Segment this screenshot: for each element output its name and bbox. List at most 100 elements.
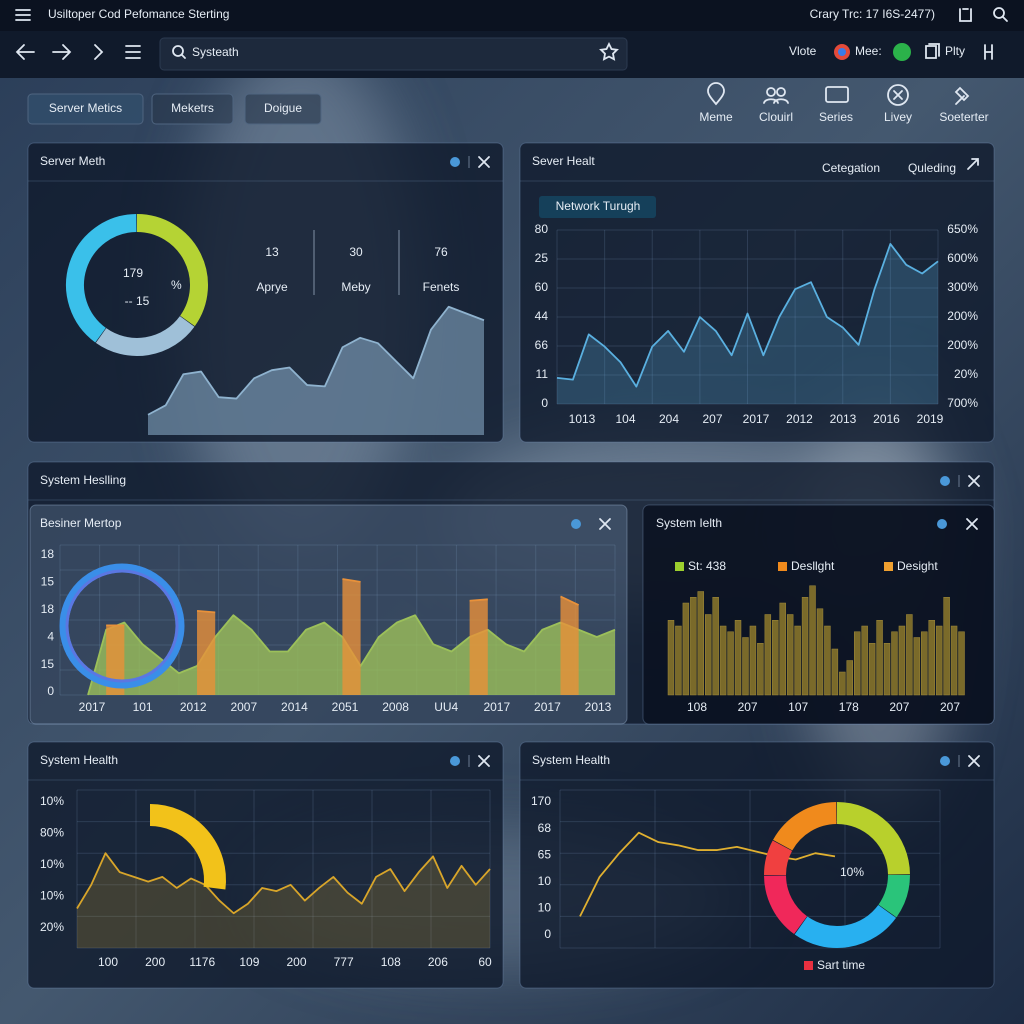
- ring: [59, 563, 185, 689]
- y-label: 68: [538, 821, 552, 835]
- toolbar-icons: [707, 82, 970, 106]
- list-button[interactable]: [125, 45, 141, 59]
- x-label: 2007: [230, 700, 257, 714]
- page-icon[interactable]: [925, 43, 940, 59]
- panel-title: Besiner Mertop: [40, 516, 122, 530]
- x-label: 2017: [79, 700, 106, 714]
- close-button[interactable]: [968, 475, 980, 487]
- expand-icon[interactable]: [967, 158, 979, 170]
- x-label: 104: [615, 412, 635, 426]
- forward-button[interactable]: [52, 44, 72, 60]
- x-label: 2012: [180, 700, 207, 714]
- donut-value: 10%: [840, 865, 864, 879]
- bar: [697, 591, 704, 696]
- donut-segment: [95, 315, 195, 356]
- close-button[interactable]: [968, 755, 980, 767]
- stat-value: 76: [434, 245, 448, 259]
- star-icon[interactable]: [599, 41, 619, 61]
- bar: [727, 631, 734, 696]
- content: Usiltoper Cod Pefomance Sterting Crary Tr…: [27, 7, 995, 989]
- x-label: 2008: [382, 700, 409, 714]
- close-button[interactable]: [478, 755, 490, 767]
- status-icon[interactable]: [893, 43, 911, 61]
- tab[interactable]: [244, 93, 322, 125]
- bar: [682, 602, 690, 696]
- donut-segment: [136, 214, 208, 327]
- link[interactable]: Cetegation: [822, 161, 880, 175]
- close-button[interactable]: [478, 156, 490, 168]
- bar: [839, 671, 846, 696]
- tab[interactable]: [27, 93, 144, 125]
- bar: [786, 614, 794, 696]
- bar: [801, 597, 809, 696]
- bar: [764, 614, 772, 696]
- status-dot: [450, 157, 460, 167]
- search-box[interactable]: [159, 37, 628, 71]
- nav-item[interactable]: Vlote: [789, 44, 817, 58]
- bar: [891, 631, 898, 696]
- menu-icon[interactable]: [15, 9, 31, 21]
- y-label: 10: [538, 901, 552, 915]
- toolbar-label[interactable]: Livey: [884, 110, 912, 124]
- donut-segment: [794, 904, 897, 948]
- x-label: 1176: [189, 955, 215, 969]
- donut-segment: [764, 874, 808, 935]
- donut-caption: -- 15: [125, 294, 150, 308]
- window-icon[interactable]: [959, 8, 972, 22]
- badge: [539, 196, 656, 218]
- x-label: 108: [381, 955, 401, 969]
- stat-label: Fenets: [423, 280, 460, 294]
- bar: [868, 643, 876, 696]
- x-label: 777: [334, 955, 354, 969]
- toolbar-label[interactable]: Meme: [699, 110, 733, 124]
- bar: [861, 625, 868, 696]
- settings-icon[interactable]: [984, 44, 993, 60]
- line: [579, 831, 836, 917]
- toolbar-label[interactable]: Soeterter: [939, 110, 988, 124]
- bar: [950, 625, 958, 696]
- x-label: 207: [940, 700, 960, 714]
- bar: [928, 620, 935, 696]
- donut-segment: [836, 802, 910, 875]
- bar: [913, 637, 921, 696]
- line: [556, 243, 939, 388]
- nav-item[interactable]: Plty: [945, 44, 965, 58]
- close-button[interactable]: [599, 518, 611, 530]
- tab-label: Meketrs: [171, 101, 214, 115]
- toolbar-label[interactable]: Clouirl: [759, 110, 793, 124]
- x-label: 109: [239, 955, 259, 969]
- chevron-button[interactable]: [94, 44, 104, 60]
- stat-value: 30: [349, 245, 363, 259]
- search-icon[interactable]: [993, 7, 1008, 22]
- bar: [757, 643, 764, 696]
- bar: [712, 597, 719, 696]
- search-box-icon: [172, 45, 186, 59]
- link[interactable]: Quleding: [908, 161, 956, 175]
- back-button[interactable]: [15, 44, 35, 60]
- bar: [779, 602, 786, 696]
- y-label: 66: [535, 338, 549, 352]
- line: [76, 852, 491, 915]
- y-label: 11: [536, 367, 549, 381]
- area: [148, 306, 484, 435]
- legend-swatch: [804, 961, 813, 970]
- x-label: 108: [687, 700, 707, 714]
- panel-title: Sever Healt: [532, 154, 595, 168]
- bar: [883, 643, 891, 696]
- status-dot: [940, 476, 950, 486]
- x-label: UU4: [434, 700, 458, 714]
- bar: [742, 637, 749, 696]
- badge-text: Network Turugh: [556, 199, 641, 213]
- nav-item[interactable]: Mee:: [855, 44, 882, 58]
- close-button[interactable]: [966, 518, 978, 530]
- status-dot: [571, 519, 581, 529]
- y-label: 65: [538, 847, 552, 861]
- bar: [831, 648, 839, 696]
- tab[interactable]: [151, 93, 234, 125]
- x-label: 2017: [534, 700, 561, 714]
- toolbar-label[interactable]: Series: [819, 110, 853, 124]
- legend-label: Desllght: [791, 559, 835, 573]
- bar: [772, 620, 779, 696]
- bar: [943, 597, 950, 696]
